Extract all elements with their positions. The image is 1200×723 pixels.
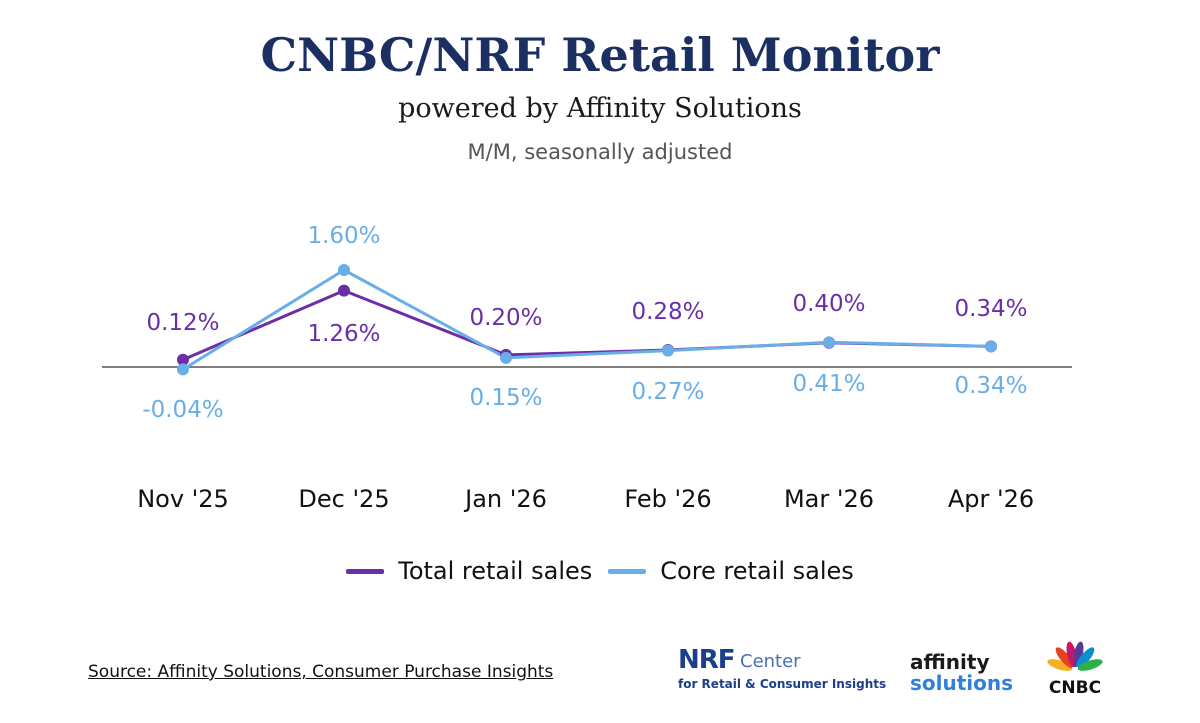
data-point-core <box>823 336 835 349</box>
nrf-logo: NRF Center for Retail & Consumer Insight… <box>678 645 890 695</box>
cnbc-logo: CNBC <box>1040 640 1110 700</box>
data-point-core <box>985 340 997 353</box>
nrf-logo-subtext: for Retail & Consumer Insights <box>678 677 887 691</box>
chart-note: M/M, seasonally adjusted <box>467 140 733 164</box>
x-tick-label: Feb '26 <box>624 485 711 513</box>
series-line-total <box>182 289 992 362</box>
affinity-logo-line1: affinity <box>910 650 990 674</box>
chart-legend: Total retail sales Core retail sales <box>0 557 1200 585</box>
data-label-core: 1.60% <box>307 223 380 249</box>
data-point-core <box>500 351 512 364</box>
legend-swatch-total <box>346 568 385 574</box>
legend-label-core: Core retail sales <box>660 557 854 585</box>
chart-title: CNBC/NRF Retail Monitor <box>260 28 940 82</box>
x-tick-label: Jan '26 <box>463 485 547 513</box>
data-label-core: -0.04% <box>142 397 223 423</box>
data-label-core: 0.41% <box>792 371 865 397</box>
data-point-core <box>662 344 674 357</box>
data-point-core <box>338 264 350 276</box>
data-label-total: 1.26% <box>307 321 380 347</box>
line-chart: 0.12% 1.26% 0.20% 0.28% 0.40% 0.34% -0.04% 1.60… <box>102 223 1072 513</box>
data-label-total: 0.34% <box>954 296 1027 322</box>
data-label-total: 0.12% <box>146 310 219 336</box>
x-tick-label: Nov '25 <box>137 485 229 513</box>
affinity-logo-line2: solutions <box>910 671 1014 695</box>
data-label-core: 0.15% <box>469 385 542 411</box>
data-label-core: 0.27% <box>631 379 704 405</box>
legend-item-total: Total retail sales <box>346 557 592 585</box>
nrf-logo-center: Center <box>740 651 801 672</box>
legend-item-core: Core retail sales <box>608 557 854 585</box>
data-point-total <box>338 284 350 297</box>
data-label-total: 0.28% <box>631 299 704 325</box>
legend-label-total: Total retail sales <box>398 557 593 585</box>
x-tick-label: Dec '25 <box>298 485 389 513</box>
peacock-icon <box>1047 641 1103 677</box>
data-label-total: 0.20% <box>469 305 542 331</box>
x-tick-label: Mar '26 <box>784 485 874 513</box>
chart-subtitle: powered by Affinity Solutions <box>398 93 802 124</box>
legend-swatch-core <box>608 568 647 574</box>
series-line-core <box>182 268 992 371</box>
source-note: Source: Affinity Solutions, Consumer Pur… <box>88 662 554 682</box>
data-point-core <box>177 363 189 376</box>
affinity-logo: affinity solutions <box>910 652 1020 698</box>
cnbc-logo-text: CNBC <box>1048 678 1102 698</box>
data-label-core: 0.34% <box>954 373 1027 399</box>
nrf-logo-main: NRF <box>678 645 736 675</box>
x-tick-label: Apr '26 <box>948 485 1034 513</box>
data-point-total <box>177 353 189 366</box>
data-label-total: 0.40% <box>792 291 865 317</box>
